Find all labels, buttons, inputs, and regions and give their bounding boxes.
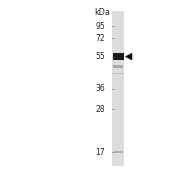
Text: 36: 36: [96, 84, 105, 93]
Bar: [113, 73, 123, 74]
Text: 55: 55: [96, 52, 105, 61]
Bar: [113, 65, 123, 68]
Bar: [112, 11, 124, 166]
Text: 17: 17: [96, 148, 105, 157]
Text: 72: 72: [96, 33, 105, 43]
Text: 28: 28: [96, 104, 105, 114]
Text: 95: 95: [96, 22, 105, 31]
Polygon shape: [125, 53, 132, 60]
Bar: [114, 151, 123, 153]
Bar: [113, 53, 124, 60]
Text: kDa: kDa: [94, 8, 110, 17]
